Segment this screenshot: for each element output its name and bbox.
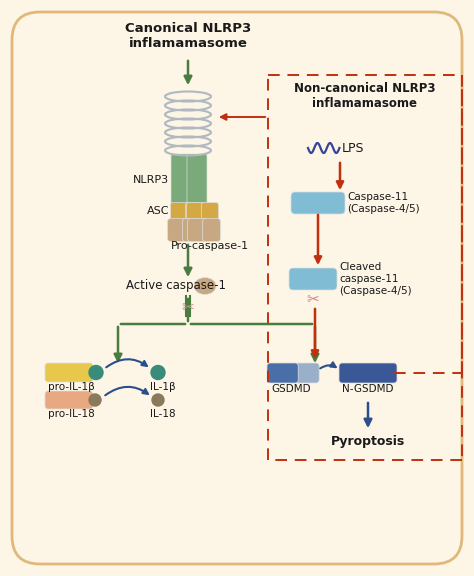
Text: ASC: ASC [146,207,169,217]
Circle shape [151,366,165,380]
Text: Pyroptosis: Pyroptosis [331,435,405,448]
Text: GSDMD: GSDMD [271,384,311,394]
FancyBboxPatch shape [202,218,220,241]
FancyBboxPatch shape [188,218,209,241]
Text: ✂: ✂ [182,301,194,316]
FancyBboxPatch shape [284,363,319,383]
Text: LPS: LPS [342,142,365,154]
Circle shape [152,394,164,406]
Text: IL-18: IL-18 [150,409,176,419]
Text: ✂: ✂ [307,292,319,307]
Text: Pro-caspase-1: Pro-caspase-1 [171,241,249,251]
Ellipse shape [194,278,216,294]
Text: pro-IL-18: pro-IL-18 [48,409,95,419]
Text: IL-1β: IL-1β [150,382,176,392]
Circle shape [89,366,103,380]
Text: Canonical NLRP3
inflamamasome: Canonical NLRP3 inflamamasome [125,22,251,50]
FancyBboxPatch shape [289,268,337,290]
FancyBboxPatch shape [171,203,190,221]
FancyBboxPatch shape [267,363,298,383]
FancyBboxPatch shape [45,391,93,409]
FancyBboxPatch shape [186,203,206,221]
FancyBboxPatch shape [45,363,93,382]
Text: pro-IL-1β: pro-IL-1β [48,382,95,392]
FancyBboxPatch shape [185,203,202,221]
Circle shape [89,394,101,406]
FancyBboxPatch shape [201,203,219,221]
Text: NLRP3: NLRP3 [133,175,169,185]
FancyBboxPatch shape [12,12,462,564]
Text: Cleaved
caspase-11
(Caspase-4/5): Cleaved caspase-11 (Caspase-4/5) [339,263,411,295]
FancyBboxPatch shape [187,154,207,206]
Text: N-GSDMD: N-GSDMD [342,384,394,394]
Text: Non-canonical NLRP3
inflamamasome: Non-canonical NLRP3 inflamamasome [294,82,436,110]
FancyBboxPatch shape [182,218,201,241]
FancyBboxPatch shape [167,218,189,241]
FancyBboxPatch shape [339,363,397,383]
FancyBboxPatch shape [171,154,191,206]
FancyBboxPatch shape [291,192,345,214]
Text: Caspase-11
(Caspase-4/5): Caspase-11 (Caspase-4/5) [347,192,419,214]
Text: Active caspase-1: Active caspase-1 [126,279,226,293]
